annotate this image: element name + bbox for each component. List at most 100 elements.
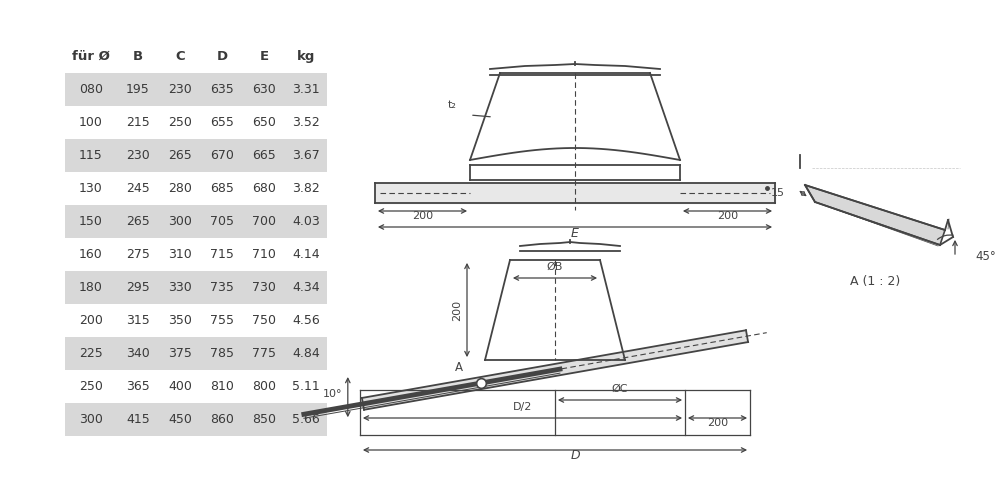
Text: 295: 295: [126, 281, 150, 294]
Text: 10°: 10°: [323, 389, 343, 399]
Text: 215: 215: [126, 116, 150, 129]
Text: ØC: ØC: [612, 384, 628, 394]
Text: 4.84: 4.84: [292, 347, 320, 360]
Text: 415: 415: [126, 413, 150, 426]
Text: 200: 200: [79, 314, 103, 327]
Text: 200: 200: [717, 211, 738, 221]
Text: 080: 080: [79, 83, 103, 96]
Text: E: E: [571, 227, 579, 240]
Text: 3.52: 3.52: [292, 116, 320, 129]
Text: 100: 100: [79, 116, 103, 129]
Text: 735: 735: [210, 281, 234, 294]
Text: 665: 665: [252, 149, 276, 162]
Text: 160: 160: [79, 248, 103, 261]
Text: A (1 : 2): A (1 : 2): [850, 275, 900, 288]
Polygon shape: [805, 185, 945, 245]
Text: 860: 860: [210, 413, 234, 426]
Text: D: D: [216, 50, 228, 63]
Text: für Ø: für Ø: [72, 50, 110, 63]
Text: ØB: ØB: [547, 262, 563, 272]
Text: 715: 715: [210, 248, 234, 261]
Text: A: A: [455, 361, 463, 374]
Bar: [65, 139, 327, 172]
Bar: [65, 73, 327, 106]
Text: 230: 230: [126, 149, 150, 162]
Text: 300: 300: [79, 413, 103, 426]
Text: 115: 115: [79, 149, 103, 162]
Text: D/2: D/2: [513, 402, 532, 412]
Text: 365: 365: [126, 380, 150, 393]
Text: 3.82: 3.82: [292, 182, 320, 195]
Text: 200: 200: [452, 300, 462, 320]
Text: 630: 630: [252, 83, 276, 96]
Text: 4.14: 4.14: [292, 248, 320, 261]
Text: 15: 15: [771, 188, 785, 198]
Text: 450: 450: [168, 413, 192, 426]
Text: B: B: [133, 50, 143, 63]
Text: 225: 225: [79, 347, 103, 360]
Text: 195: 195: [126, 83, 150, 96]
Bar: [65, 172, 327, 205]
Bar: [65, 403, 327, 436]
Text: 850: 850: [252, 413, 276, 426]
Text: 45°: 45°: [975, 250, 996, 264]
Text: 375: 375: [168, 347, 192, 360]
Text: 310: 310: [168, 248, 192, 261]
Text: 400: 400: [168, 380, 192, 393]
Text: 280: 280: [168, 182, 192, 195]
Text: 265: 265: [126, 215, 150, 228]
Text: E: E: [259, 50, 269, 63]
Text: 5.66: 5.66: [292, 413, 320, 426]
Text: 710: 710: [252, 248, 276, 261]
Text: 635: 635: [210, 83, 234, 96]
Text: 180: 180: [79, 281, 103, 294]
Text: 775: 775: [252, 347, 276, 360]
Text: 680: 680: [252, 182, 276, 195]
Bar: [65, 370, 327, 403]
Bar: [65, 337, 327, 370]
Text: D: D: [570, 449, 580, 462]
Text: 4.34: 4.34: [292, 281, 320, 294]
Bar: [65, 271, 327, 304]
Text: 275: 275: [126, 248, 150, 261]
Text: 785: 785: [210, 347, 234, 360]
Text: 130: 130: [79, 182, 103, 195]
Bar: [65, 238, 327, 271]
Text: 200: 200: [412, 211, 433, 221]
Text: 330: 330: [168, 281, 192, 294]
Text: 810: 810: [210, 380, 234, 393]
Text: 265: 265: [168, 149, 192, 162]
Text: C: C: [175, 50, 185, 63]
Text: 755: 755: [210, 314, 234, 327]
Text: 750: 750: [252, 314, 276, 327]
Text: 340: 340: [126, 347, 150, 360]
Text: 315: 315: [126, 314, 150, 327]
Text: 4.56: 4.56: [292, 314, 320, 327]
Bar: [65, 304, 327, 337]
Text: 655: 655: [210, 116, 234, 129]
Text: 200: 200: [707, 418, 728, 428]
Text: 150: 150: [79, 215, 103, 228]
Text: 700: 700: [252, 215, 276, 228]
Text: 5.11: 5.11: [292, 380, 320, 393]
Text: kg: kg: [297, 50, 315, 63]
Text: 350: 350: [168, 314, 192, 327]
Text: 4.03: 4.03: [292, 215, 320, 228]
Bar: [65, 205, 327, 238]
Text: 3.31: 3.31: [292, 83, 320, 96]
Text: 3.67: 3.67: [292, 149, 320, 162]
Text: t₂: t₂: [448, 100, 457, 110]
Text: 670: 670: [210, 149, 234, 162]
Text: 230: 230: [168, 83, 192, 96]
Bar: [65, 106, 327, 139]
Text: 300: 300: [168, 215, 192, 228]
Text: 250: 250: [168, 116, 192, 129]
Text: 245: 245: [126, 182, 150, 195]
Text: 705: 705: [210, 215, 234, 228]
Text: 800: 800: [252, 380, 276, 393]
Text: 730: 730: [252, 281, 276, 294]
Text: 650: 650: [252, 116, 276, 129]
Text: 250: 250: [79, 380, 103, 393]
Polygon shape: [362, 330, 748, 410]
Text: 685: 685: [210, 182, 234, 195]
